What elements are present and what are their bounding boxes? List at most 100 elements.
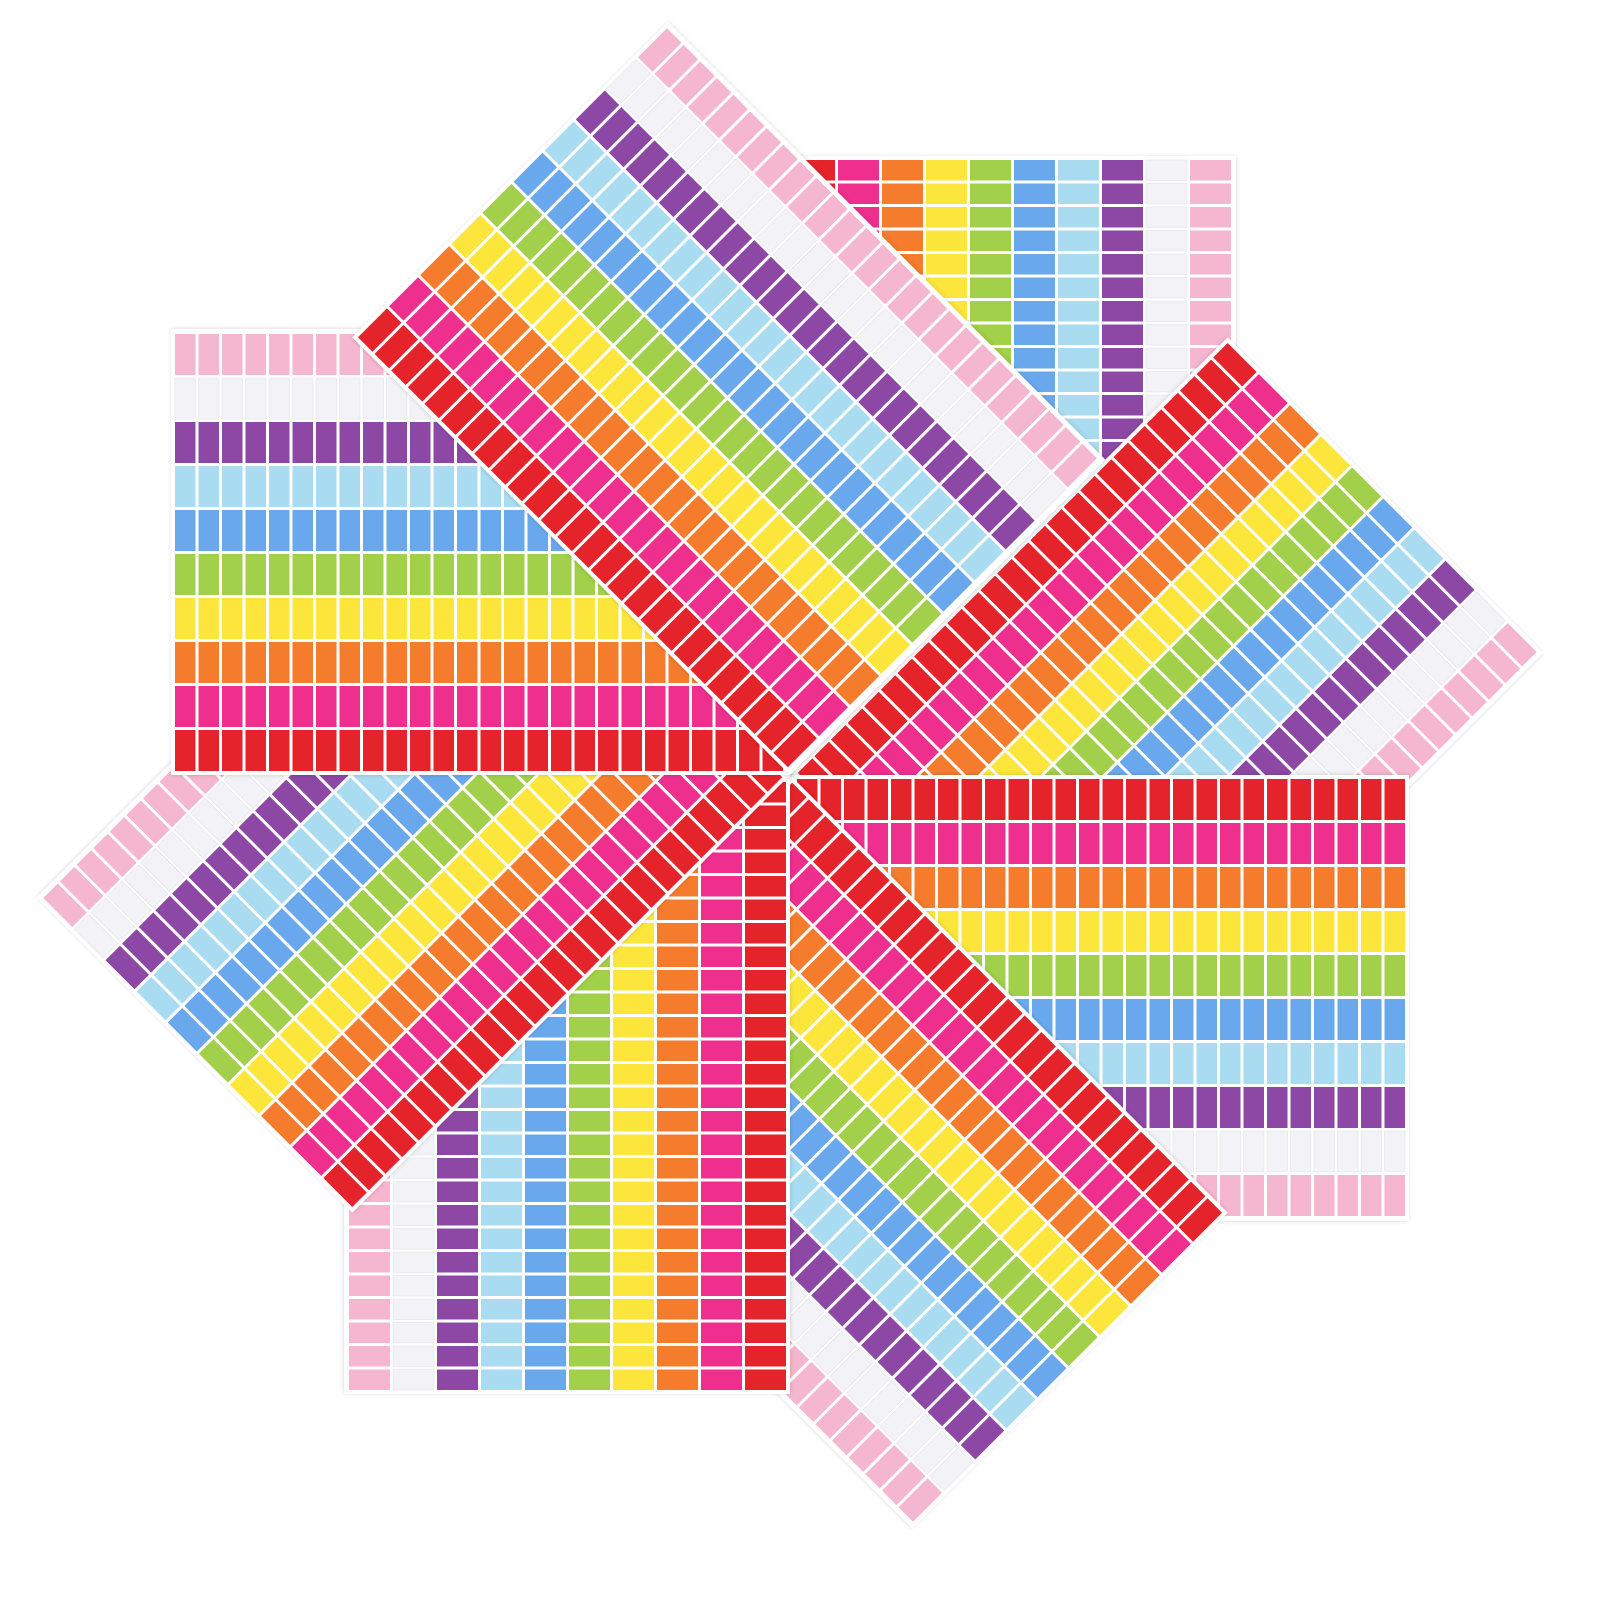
sticker-green [631,333,676,377]
sticker-orange [470,295,514,340]
sticker-red [1163,392,1207,437]
sticker-red [740,690,784,734]
sticker-pink [701,1017,742,1038]
sticker-green [1221,583,1265,628]
sticker-blue [856,1187,901,1232]
sticker-orange [1102,867,1123,908]
sticker-blue [629,269,674,313]
sticker-green [569,1111,610,1132]
sticker-pink [375,1049,419,1093]
sticker-green [715,416,759,460]
sticker-orange [657,1252,698,1273]
sticker-white [606,58,651,104]
sticker-orange [1009,671,1054,715]
sticker-green [1149,955,1170,996]
sticker-yellow [480,598,501,639]
sticker-orange [657,1228,698,1249]
sticker-light-pink [1020,410,1064,454]
sticker-green [665,366,709,411]
sticker-yellow [767,530,811,575]
sticker-red [1096,459,1141,503]
sticker-green [970,207,1011,228]
sticker-white [1290,1130,1312,1173]
sticker-purple [794,1249,839,1294]
sticker-green [386,554,407,595]
sticker-light-pink [848,1428,893,1472]
sticker-pink [701,970,742,991]
sticker-green [331,906,376,950]
sticker-red [457,730,478,771]
sticker-purple [437,1299,478,1320]
sticker-yellow [1290,911,1311,952]
sticker-blue [1335,531,1380,576]
sticker-orange [327,1034,372,1079]
sticker-purple [592,107,636,151]
sticker-light-pink [787,177,832,222]
sticker-yellow [316,598,337,639]
sticker-red [1080,475,1124,520]
sticker-yellow [362,937,407,981]
sticker-blue [790,1121,834,1165]
sticker-purple [386,422,407,463]
sticker-red [555,930,600,975]
sticker-blue [317,858,361,902]
sticker-green [970,277,1011,298]
sticker-red [605,881,650,925]
sticker-green [921,1189,965,1234]
sticker-green [1020,1289,1065,1333]
sticker-red [668,730,689,771]
sticker-red [745,1299,786,1320]
sticker-orange [602,428,647,473]
sticker-red [745,1111,786,1132]
sticker-yellow [339,598,360,639]
sticker-purple [891,406,935,450]
sticker-blue [696,335,740,380]
sticker-white [1428,624,1473,670]
sticker-purple [437,1275,478,1296]
sticker-purple [1102,207,1143,228]
sticker-pink [787,676,832,720]
sticker-yellow [175,598,196,639]
sticker-light-blue [410,466,431,507]
sticker-light-blue [1217,712,1261,756]
sticker-green [527,554,548,595]
sticker-red [406,1080,450,1124]
sticker-orange [294,1068,338,1112]
sticker-white [392,1369,435,1391]
sticker-orange [1076,604,1120,649]
sticker-light-blue [198,466,219,507]
sticker-red [356,1130,401,1174]
sticker-white [938,391,984,436]
sticker-red [1314,779,1335,820]
sticker-blue [300,875,345,919]
sticker-white [1219,1130,1241,1173]
sticker-orange [420,246,464,290]
sticker-light-blue [1337,1043,1358,1084]
sticker-purple [1347,643,1392,688]
sticker-pink [641,783,685,827]
sticker-red [292,730,313,771]
sticker-red [490,441,535,485]
sticker-pink [671,559,716,604]
sticker-red [745,1322,786,1343]
sticker-light-blue [292,466,313,507]
sticker-light-pink [76,850,121,894]
sticker-pink [1361,823,1382,864]
sticker-pink [1227,390,1272,435]
sticker-blue [525,1205,566,1226]
sticker-yellow [1057,685,1101,730]
sticker-yellow [501,264,545,309]
sticker-blue [200,974,245,1019]
sticker-white [1461,591,1507,636]
sticker-purple [410,422,431,463]
sticker-red [539,947,583,992]
sticker-yellow [1102,911,1123,952]
sticker-pink [558,866,602,911]
sticker-orange [657,1017,698,1038]
sticker-pink [891,823,912,864]
sticker-light-blue [810,387,854,431]
sticker-light-blue [481,1252,522,1273]
sticker-light-blue [908,1301,953,1346]
sticker-purple [1102,348,1143,369]
sticker-blue [525,1087,566,1108]
